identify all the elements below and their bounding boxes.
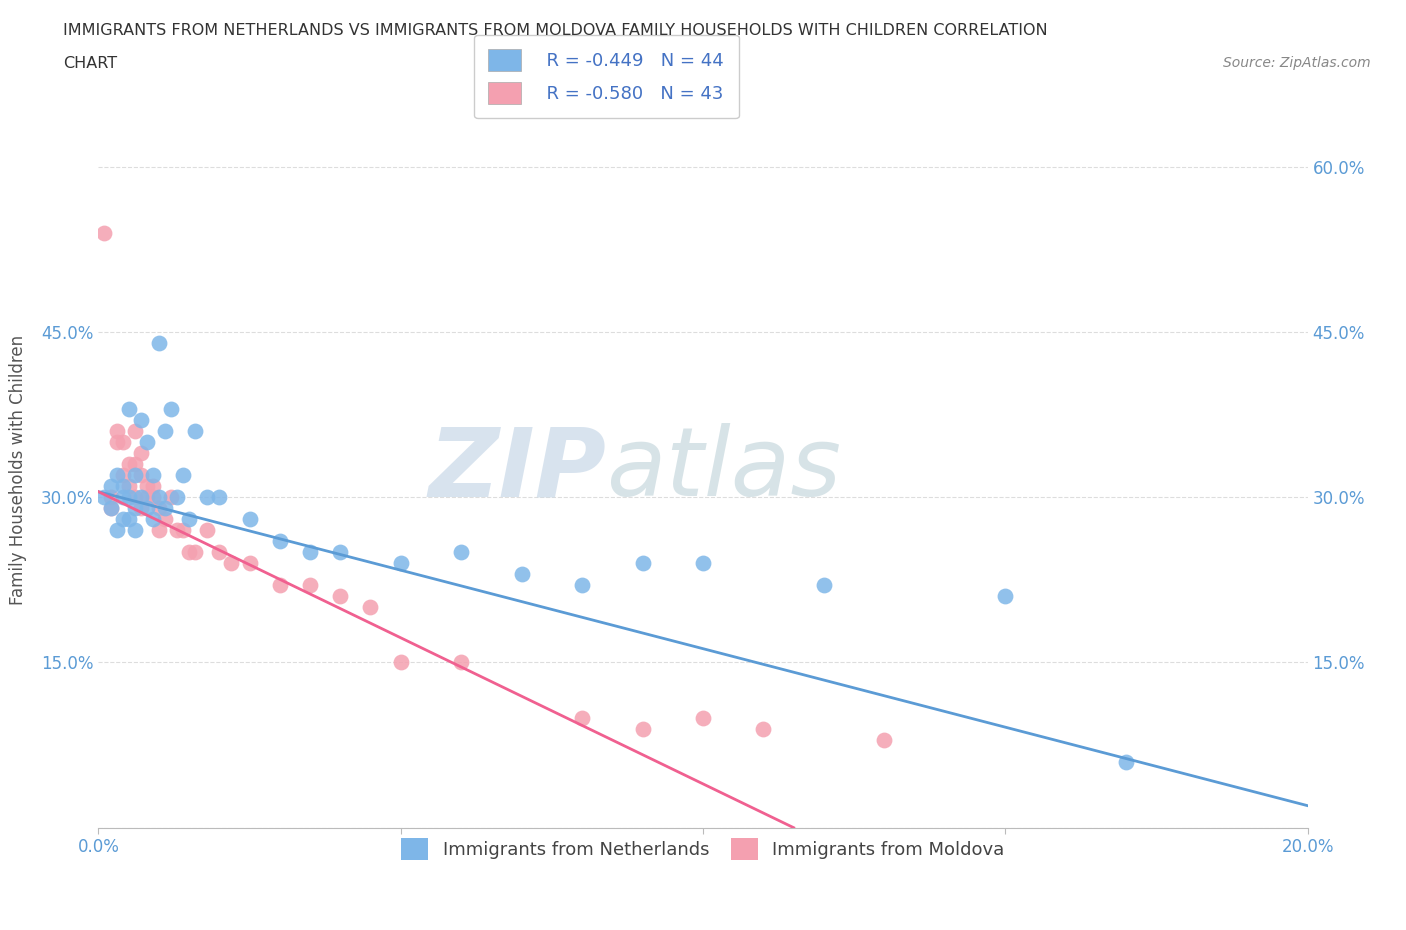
Y-axis label: Family Households with Children: Family Households with Children [10, 335, 27, 604]
Point [111, 490, 134, 505]
Text: CHART: CHART [63, 56, 117, 71]
Point [148, 500, 170, 515]
Legend: Immigrants from Netherlands, Immigrants from Moldova: Immigrants from Netherlands, Immigrants … [388, 825, 1018, 872]
Point [124, 490, 146, 505]
Point [148, 336, 170, 351]
Text: Source: ZipAtlas.com: Source: ZipAtlas.com [1223, 56, 1371, 70]
Point [129, 445, 152, 460]
Point [389, 655, 412, 670]
Point [179, 545, 201, 560]
Point [118, 402, 141, 417]
Point [100, 500, 122, 515]
Point [118, 512, 141, 526]
Point [118, 490, 141, 505]
Point [118, 457, 141, 472]
Point [692, 556, 714, 571]
Point [111, 434, 134, 449]
Point [329, 589, 352, 604]
Point [360, 600, 382, 615]
Point [692, 711, 714, 725]
Point [873, 732, 896, 747]
Point [100, 490, 122, 505]
Point [148, 490, 170, 505]
Point [142, 468, 165, 483]
Point [195, 490, 218, 505]
Point [118, 479, 141, 494]
Point [389, 556, 412, 571]
Point [124, 523, 146, 538]
Point [208, 545, 231, 560]
Point [124, 424, 146, 439]
Point [329, 545, 352, 560]
Point [105, 424, 128, 439]
Text: atlas: atlas [606, 423, 841, 516]
Point [269, 578, 291, 592]
Point [129, 413, 152, 428]
Point [172, 468, 194, 483]
Point [142, 479, 165, 494]
Point [135, 434, 157, 449]
Point [100, 500, 122, 515]
Point [105, 468, 128, 483]
Point [135, 479, 157, 494]
Point [93, 225, 115, 240]
Point [510, 567, 533, 582]
Point [195, 523, 218, 538]
Point [124, 457, 146, 472]
Point [184, 545, 207, 560]
Point [631, 556, 654, 571]
Point [111, 468, 134, 483]
Point [813, 578, 835, 592]
Point [124, 468, 146, 483]
Point [142, 490, 165, 505]
Point [184, 424, 207, 439]
Point [100, 479, 122, 494]
Point [450, 545, 472, 560]
Point [239, 556, 262, 571]
Point [450, 655, 472, 670]
Point [135, 500, 157, 515]
Point [571, 711, 593, 725]
Point [166, 523, 188, 538]
Point [172, 523, 194, 538]
Point [239, 512, 262, 526]
Point [752, 721, 775, 736]
Point [142, 512, 165, 526]
Point [160, 402, 183, 417]
Point [221, 556, 243, 571]
Point [299, 545, 322, 560]
Point [153, 512, 176, 526]
Point [135, 490, 157, 505]
Point [571, 578, 593, 592]
Point [111, 479, 134, 494]
Point [179, 512, 201, 526]
Point [269, 534, 291, 549]
Point [153, 500, 176, 515]
Point [148, 523, 170, 538]
Point [994, 589, 1017, 604]
Point [129, 468, 152, 483]
Point [124, 500, 146, 515]
Point [105, 523, 128, 538]
Text: ZIP: ZIP [429, 423, 606, 516]
Point [160, 490, 183, 505]
Point [631, 721, 654, 736]
Point [166, 490, 188, 505]
Point [299, 578, 322, 592]
Point [1115, 754, 1137, 769]
Text: IMMIGRANTS FROM NETHERLANDS VS IMMIGRANTS FROM MOLDOVA FAMILY HOUSEHOLDS WITH CH: IMMIGRANTS FROM NETHERLANDS VS IMMIGRANT… [63, 23, 1047, 38]
Point [111, 512, 134, 526]
Point [129, 490, 152, 505]
Point [105, 434, 128, 449]
Point [208, 490, 231, 505]
Point [93, 490, 115, 505]
Point [129, 500, 152, 515]
Point [153, 424, 176, 439]
